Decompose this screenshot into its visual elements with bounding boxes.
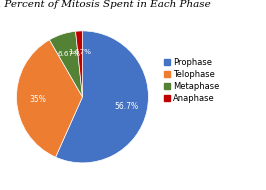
Title: Figure 1. Percent of Mitosis Spent in Each Phase: Figure 1. Percent of Mitosis Spent in Ea… bbox=[0, 1, 211, 10]
Wedge shape bbox=[56, 31, 148, 163]
Text: 6.67%: 6.67% bbox=[57, 51, 80, 57]
Wedge shape bbox=[76, 31, 82, 97]
Wedge shape bbox=[16, 40, 82, 157]
Wedge shape bbox=[49, 31, 82, 97]
Text: 56.7%: 56.7% bbox=[114, 102, 138, 111]
Text: 35%: 35% bbox=[29, 95, 46, 104]
Legend: Prophase, Telophase, Metaphase, Anaphase: Prophase, Telophase, Metaphase, Anaphase bbox=[161, 55, 223, 106]
Text: 1.67%: 1.67% bbox=[69, 49, 92, 55]
